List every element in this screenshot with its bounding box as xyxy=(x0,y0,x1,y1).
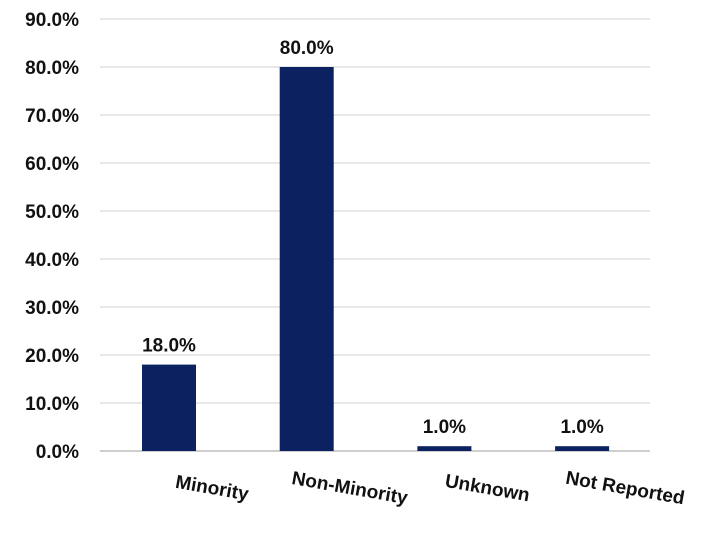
bar xyxy=(142,364,196,451)
y-tick-label: 0.0% xyxy=(36,442,79,463)
bar xyxy=(279,67,334,451)
bar xyxy=(417,446,472,451)
x-category-label: Non-Minority xyxy=(290,468,409,509)
bar xyxy=(555,446,610,451)
bar-value-label: 80.0% xyxy=(280,38,334,59)
bar-value-label: 1.0% xyxy=(560,417,603,438)
y-tick-label: 80.0% xyxy=(25,58,79,79)
bar-value-labels: 18.0% 80.0% 1.0% 1.0% xyxy=(142,38,604,438)
x-axis-category-labels: Minority Non-Minority Unknown Not Reported xyxy=(174,468,686,510)
y-tick-label: 20.0% xyxy=(25,346,79,367)
y-tick-label: 30.0% xyxy=(25,298,79,319)
y-tick-label: 40.0% xyxy=(25,250,79,271)
bar-value-label: 1.0% xyxy=(423,417,466,438)
y-tick-label: 90.0% xyxy=(25,10,79,31)
y-tick-label: 60.0% xyxy=(25,154,79,175)
x-category-label: Not Reported xyxy=(564,468,686,510)
x-category-label: Minority xyxy=(174,472,251,506)
bar-value-label: 18.0% xyxy=(142,336,196,357)
y-tick-label: 10.0% xyxy=(25,394,79,415)
y-axis-tick-labels: 0.0% 10.0% 20.0% 30.0% 40.0% 50.0% 60.0% 70.0% 8… xyxy=(25,10,79,463)
bars xyxy=(142,67,610,451)
x-category-label: Unknown xyxy=(443,471,531,507)
y-tick-label: 70.0% xyxy=(25,106,79,127)
y-tick-label: 50.0% xyxy=(25,202,79,223)
